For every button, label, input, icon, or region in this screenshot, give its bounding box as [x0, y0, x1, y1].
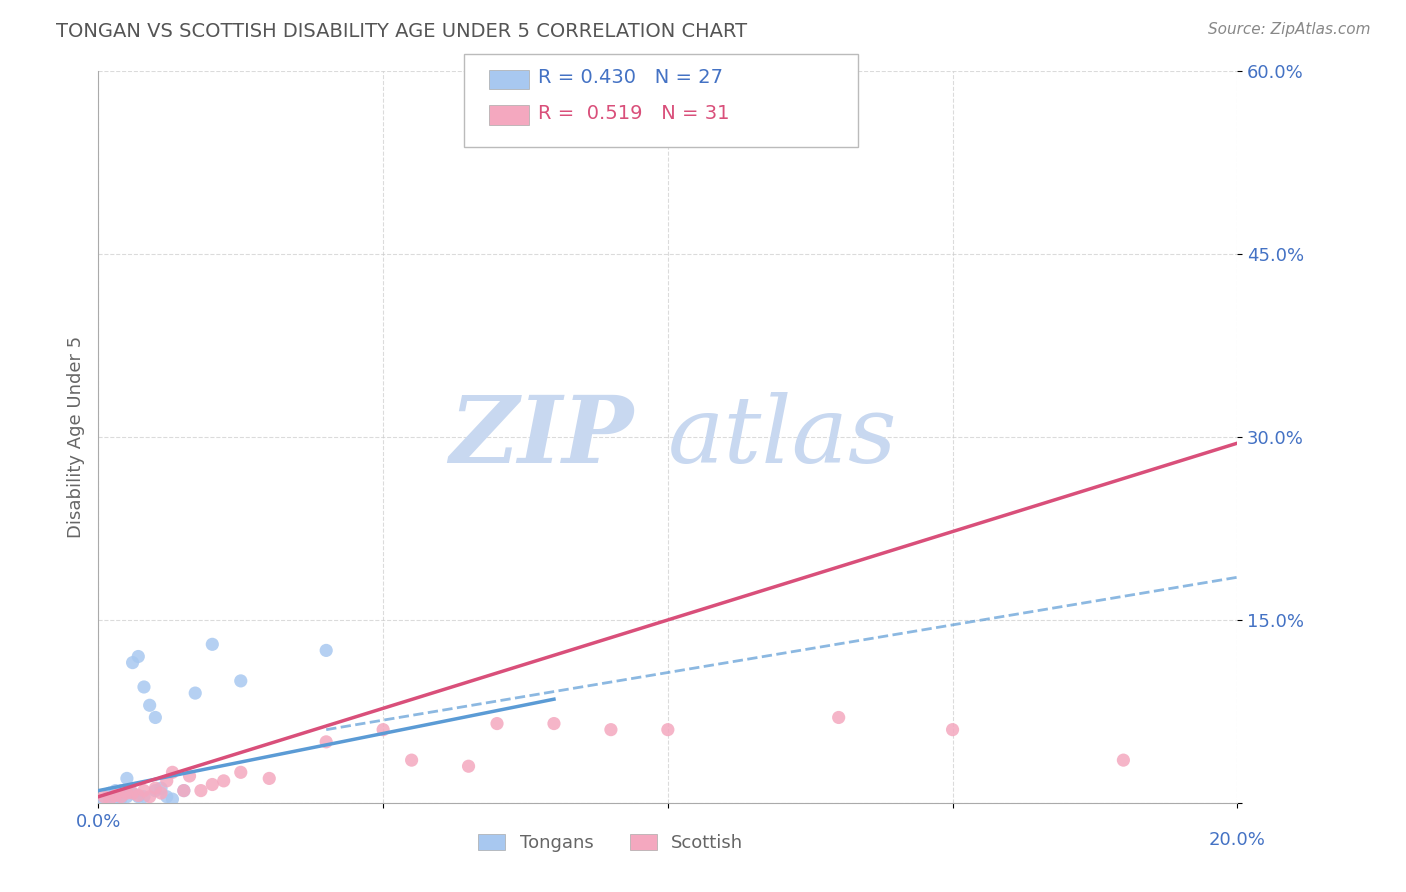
Point — [93, 793, 115, 807]
Point — [179, 769, 201, 783]
Text: 20.0%: 20.0% — [1209, 830, 1265, 848]
Point — [229, 765, 252, 780]
Point — [104, 792, 127, 806]
Point — [942, 723, 965, 737]
Point — [104, 783, 127, 797]
Text: Source: ZipAtlas.com: Source: ZipAtlas.com — [1208, 22, 1371, 37]
Point — [138, 698, 160, 713]
Point — [110, 791, 132, 805]
Point — [229, 673, 252, 688]
Point — [145, 710, 167, 724]
Point — [121, 656, 143, 670]
Point — [115, 786, 138, 800]
Y-axis label: Disability Age Under 5: Disability Age Under 5 — [66, 336, 84, 538]
Point — [104, 789, 127, 803]
Point — [115, 783, 138, 797]
Point — [156, 789, 179, 804]
Point — [127, 789, 149, 804]
Point — [121, 786, 143, 800]
Point — [150, 781, 173, 796]
Point — [162, 792, 184, 806]
Point — [543, 716, 565, 731]
Point — [457, 759, 479, 773]
Point — [173, 783, 195, 797]
Point — [127, 649, 149, 664]
Text: R =  0.519   N = 31: R = 0.519 N = 31 — [538, 103, 730, 123]
Point — [145, 781, 167, 796]
Point — [201, 778, 224, 792]
Point — [259, 772, 281, 786]
Point — [156, 773, 179, 788]
Point — [132, 783, 155, 797]
Point — [401, 753, 423, 767]
Text: atlas: atlas — [668, 392, 897, 482]
Point — [98, 792, 121, 806]
Point — [657, 723, 679, 737]
Point — [150, 786, 173, 800]
Point — [145, 783, 167, 797]
Point — [121, 786, 143, 800]
Point — [98, 792, 121, 806]
Point — [110, 789, 132, 804]
Point — [1112, 753, 1135, 767]
Point — [162, 765, 184, 780]
Point — [315, 735, 337, 749]
Text: R = 0.430   N = 27: R = 0.430 N = 27 — [538, 68, 724, 87]
Legend: Tongans, Scottish: Tongans, Scottish — [471, 827, 751, 860]
Point — [315, 643, 337, 657]
Point — [173, 783, 195, 797]
Point — [828, 710, 851, 724]
Point — [132, 789, 155, 804]
Point — [486, 716, 509, 731]
Point — [115, 772, 138, 786]
Point — [600, 723, 623, 737]
Point — [98, 786, 121, 800]
Text: ZIP: ZIP — [450, 392, 634, 482]
Text: TONGAN VS SCOTTISH DISABILITY AGE UNDER 5 CORRELATION CHART: TONGAN VS SCOTTISH DISABILITY AGE UNDER … — [56, 22, 748, 41]
Point — [373, 723, 395, 737]
Point — [93, 789, 115, 804]
Point — [212, 773, 235, 788]
Point — [127, 789, 149, 803]
Point — [190, 783, 212, 797]
Point — [184, 686, 207, 700]
Point — [201, 637, 224, 651]
Point — [132, 680, 155, 694]
Point — [110, 783, 132, 797]
Point — [138, 789, 160, 804]
Point — [115, 789, 138, 804]
